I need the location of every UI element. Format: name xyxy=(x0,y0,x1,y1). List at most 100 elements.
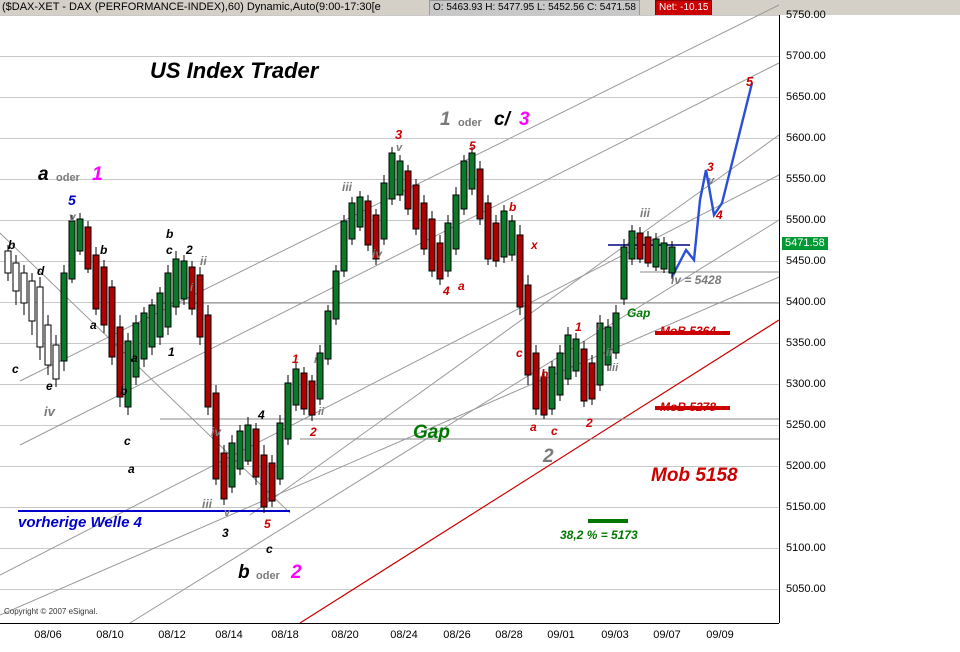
label-a-oder-1-oder: oder xyxy=(56,172,80,184)
y-axis-tick: 5250.00 xyxy=(786,419,826,431)
label-a-oder-1-a: a xyxy=(38,164,49,185)
y-axis-tick: 5200.00 xyxy=(786,460,826,472)
y-axis-tick: 5450.00 xyxy=(786,255,826,267)
label-b-wave: b xyxy=(509,200,517,214)
gridline xyxy=(0,138,779,139)
y-axis-tick: 5700.00 xyxy=(786,50,826,62)
gap-label-right: Gap xyxy=(627,306,651,320)
label-i-mid: i xyxy=(190,282,194,294)
label-5-low: 5 xyxy=(264,517,271,531)
label-c-wave: c xyxy=(516,346,523,360)
label-a-2: a xyxy=(90,318,97,332)
label-a-wave2: a xyxy=(530,420,537,434)
price-series-layer xyxy=(0,4,780,624)
gridline xyxy=(0,220,779,221)
y-axis-tick: 5600.00 xyxy=(786,132,826,144)
label-a-4: a xyxy=(131,351,138,365)
gridline xyxy=(0,507,779,508)
mob-5364-label: MoB 5364 xyxy=(660,324,717,338)
fib-382-label: 38,2 % = 5173 xyxy=(560,528,638,542)
gridline xyxy=(0,343,779,344)
label-a-3: a xyxy=(128,462,135,476)
gridline xyxy=(0,15,779,16)
x-axis-tick: 08/12 xyxy=(158,629,186,641)
y-axis-tick: 5300.00 xyxy=(786,378,826,390)
label-v-low: v xyxy=(224,507,231,519)
iv-level-label: iv = 5428 xyxy=(671,273,722,287)
vorherige-welle-4-label: vorherige Welle 4 xyxy=(18,514,142,531)
y-axis-tick: 5350.00 xyxy=(786,337,826,349)
label-2-mid: 2 xyxy=(186,243,193,257)
ohlc-readout: O: 5463.93 H: 5477.95 L: 5452.56 C: 5471… xyxy=(429,0,640,16)
label-c-wave2: c xyxy=(551,424,558,438)
label-b-4: b xyxy=(166,227,174,241)
x-axis-tick: 08/20 xyxy=(331,629,359,641)
label-v-proj: v xyxy=(708,175,715,187)
label-1-wave: 1 xyxy=(292,352,299,366)
copyright-text: Copyright © 2007 eSignal. xyxy=(4,607,98,616)
gridline xyxy=(0,466,779,467)
label-b-wave2: b xyxy=(541,367,549,381)
label-b-oder-2-b: b xyxy=(238,562,250,583)
label-c-left1: c xyxy=(12,362,19,376)
chart-plot-area[interactable]: a oder 1 5 v b d c e iv b a b c a a 1 b c 2 ii i iv iii v 3 5 4 c b od… xyxy=(0,4,780,624)
x-axis-tick: 08/06 xyxy=(34,629,62,641)
gridline xyxy=(0,56,779,57)
x-axis-tick: 08/28 xyxy=(495,629,523,641)
price-axis[interactable]: 5471.58 5750.00 5700.00 5650.00 5600.00 5550… xyxy=(780,9,960,623)
label-1-oder-c3-1: 1 xyxy=(440,109,451,130)
time-axis[interactable]: 08/06 08/10 08/12 08/14 08/18 08/20 08/24 08/26… xyxy=(0,623,779,652)
mob-5158-label: Mob 5158 xyxy=(651,465,738,486)
label-a-wave: a xyxy=(458,279,465,293)
x-axis-tick: 09/07 xyxy=(653,629,681,641)
label-iv-mid: iv xyxy=(211,425,222,439)
label-1-oder-c3-oder: oder xyxy=(458,117,482,129)
label-b-oder-2-2: 2 xyxy=(291,562,302,583)
label-iii-wave3: iii xyxy=(640,206,651,220)
chart-header-bar: ($DAX-XET - DAX (PERFORMANCE-INDEX),60) … xyxy=(0,0,960,16)
y-axis-tick: 5150.00 xyxy=(786,501,826,513)
label-3-low: 3 xyxy=(222,526,229,540)
label-b-oder-2-oder: oder xyxy=(256,570,280,582)
label-4-proj: 4 xyxy=(716,208,723,222)
label-1-oder-c3-c: c/ xyxy=(494,109,510,130)
label-v-top: v xyxy=(69,210,76,224)
label-1-wave2: 1 xyxy=(575,320,582,334)
gridline xyxy=(0,261,779,262)
label-c-3: c xyxy=(166,243,173,257)
label-5-proj: 5 xyxy=(746,74,754,89)
label-5-top: 5 xyxy=(68,192,76,208)
y-axis-tick: 5400.00 xyxy=(786,296,826,308)
label-3-wave: 3 xyxy=(395,127,403,142)
label-2-big: 2 xyxy=(543,446,554,467)
label-b-2: b xyxy=(100,243,108,257)
x-axis-tick: 08/18 xyxy=(271,629,299,641)
chart-title: ($DAX-XET - DAX (PERFORMANCE-INDEX),60) … xyxy=(2,1,381,13)
y-axis-tick: 5100.00 xyxy=(786,542,826,554)
label-ii-wave2: ii xyxy=(606,347,613,359)
label-ii-wave: ii xyxy=(318,406,325,418)
gridline xyxy=(0,384,779,385)
label-c-2: c xyxy=(124,434,131,448)
x-axis-tick: 09/09 xyxy=(706,629,734,641)
gap-label-left: Gap xyxy=(413,422,450,443)
label-d-left: d xyxy=(37,264,45,278)
label-i-wave2: i xyxy=(597,321,601,333)
x-axis-tick: 09/01 xyxy=(547,629,575,641)
label-5-wave: 5 xyxy=(469,139,476,153)
label-iv-left: iv xyxy=(44,404,55,419)
label-3-proj: 3 xyxy=(707,160,714,174)
watermark-us-index-trader: US Index Trader xyxy=(150,58,319,83)
label-4-low: 4 xyxy=(258,408,265,422)
label-b-left1: b xyxy=(8,238,16,252)
net-change-badge: Net: -10.15 xyxy=(655,0,713,16)
y-axis-tick: 5050.00 xyxy=(786,583,826,595)
label-iii-wave2: iii xyxy=(609,362,619,374)
label-c-low: c xyxy=(266,542,273,556)
label-b-3: b xyxy=(120,384,128,398)
last-price-tag: 5471.58 xyxy=(782,237,828,250)
label-1-oder-c3-3: 3 xyxy=(519,109,530,130)
y-axis-tick: 5500.00 xyxy=(786,214,826,226)
x-axis-tick: 08/26 xyxy=(443,629,471,641)
